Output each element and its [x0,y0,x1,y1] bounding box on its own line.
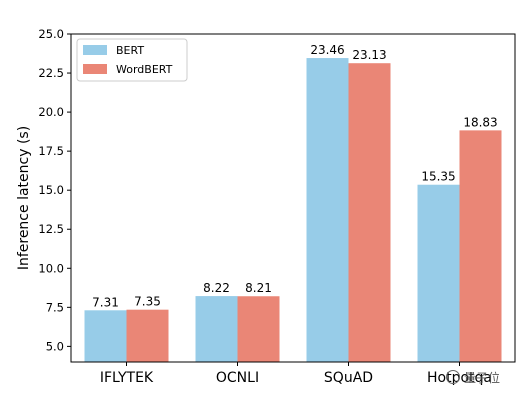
watermark-text: 量子位 [464,370,501,385]
y-tick-label: 5.0 [46,339,64,353]
qbitai-logo-icon [446,370,460,384]
data-label-wordbert-ocnli: 8.21 [245,281,272,295]
bar-bert-ocnli [195,296,238,362]
data-label-bert-iflytek: 7.31 [92,295,119,309]
bar-wordbert-hotpotqa [459,130,502,362]
y-tick-label: 10.0 [38,261,64,275]
x-tick-label-squad: SQuAD [324,370,373,386]
bar-wordbert-iflytek [126,309,169,362]
watermark: 量子位 [446,366,524,388]
data-label-bert-hotpotqa: 15.35 [421,170,455,184]
y-axis-label: Inference latency (s) [16,126,32,270]
legend-swatch-wordbert [83,64,107,74]
bar-bert-iflytek [84,310,127,362]
legend: BERT WordBERT [76,38,188,82]
y-tick-label: 17.5 [38,144,64,158]
y-tick-label: 25.0 [38,27,64,41]
bar-wordbert-squad [348,63,391,363]
legend-swatch-bert [83,45,107,55]
y-tick-label: 20.0 [38,105,64,119]
data-labels-layer: 7.31 7.35 8.22 8.21 23.46 23.13 15.35 18.83 [92,43,498,309]
bar-wordbert-ocnli [237,296,280,362]
bars-layer [84,58,502,363]
bar-bert-squad [306,58,349,362]
data-label-wordbert-hotpotqa: 18.83 [463,115,497,129]
x-axis: IFLYTEK OCNLI SQuAD Hotpotqa [100,362,492,386]
legend-label-wordbert: WordBERT [116,63,173,76]
x-tick-label-iflytek: IFLYTEK [100,370,154,386]
plot-frame [70,33,516,363]
data-label-bert-ocnli: 8.22 [203,281,230,295]
data-label-bert-squad: 23.46 [310,43,344,57]
y-axis: 5.0 7.5 10.0 12.5 15.0 17.5 20.0 22.5 25.0 [38,27,71,353]
data-label-wordbert-squad: 23.13 [352,48,386,62]
bar-bert-hotpotqa [417,184,460,362]
y-tick-label: 22.5 [38,66,64,80]
y-tick-label: 7.5 [46,300,64,314]
data-label-wordbert-iflytek: 7.35 [134,295,161,309]
y-tick-label: 15.0 [38,183,64,197]
legend-label-bert: BERT [116,44,144,57]
x-tick-label-ocnli: OCNLI [216,370,259,386]
y-tick-label: 12.5 [38,222,64,236]
